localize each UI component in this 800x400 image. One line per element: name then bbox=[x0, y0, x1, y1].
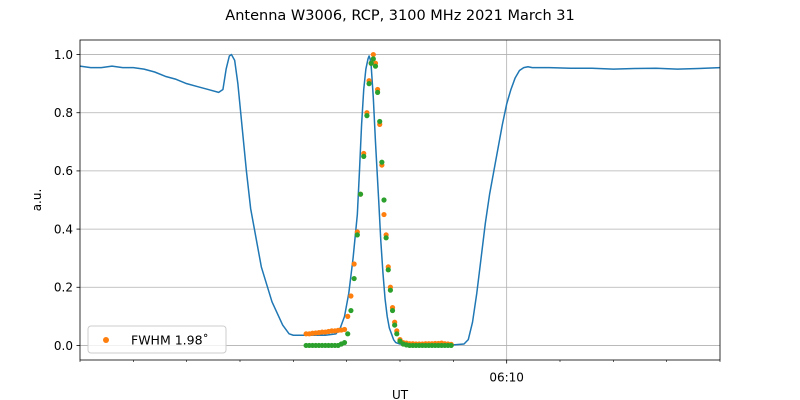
orange-point bbox=[341, 326, 348, 333]
legend: FWHM 1.98˚ bbox=[87, 325, 227, 354]
x-tick-label: 06:10 bbox=[489, 371, 524, 385]
green-point bbox=[387, 287, 393, 293]
green-point bbox=[375, 89, 381, 95]
green-point bbox=[377, 118, 383, 125]
green-point bbox=[351, 275, 357, 282]
green-point bbox=[394, 331, 400, 337]
x-axis-label: UT bbox=[392, 388, 409, 400]
legend-label: FWHM 1.98˚ bbox=[131, 333, 209, 348]
green-point bbox=[345, 331, 351, 337]
orange-point bbox=[381, 211, 387, 218]
y-axis-label: a.u. bbox=[30, 189, 44, 212]
green-point bbox=[364, 113, 370, 119]
y-tick-label: 0.8 bbox=[54, 106, 73, 120]
green-point bbox=[448, 342, 454, 349]
green-point bbox=[392, 322, 398, 328]
legend-box bbox=[87, 325, 227, 354]
green-point bbox=[372, 63, 379, 69]
orange-point bbox=[348, 293, 354, 299]
orange-point bbox=[345, 313, 351, 319]
green-point bbox=[341, 339, 348, 346]
y-tick-label: 1.0 bbox=[54, 48, 73, 62]
green-point bbox=[370, 56, 376, 62]
green-point bbox=[385, 267, 391, 273]
orange-point bbox=[351, 261, 357, 267]
y-tick-label: 0.4 bbox=[54, 222, 73, 236]
green-point bbox=[357, 191, 364, 197]
green-point bbox=[389, 307, 396, 314]
chart-title: Antenna W3006, RCP, 3100 MHz 2021 March … bbox=[225, 8, 574, 24]
legend-marker bbox=[103, 337, 109, 343]
axes-frame bbox=[79, 39, 721, 361]
y-tick-label: 0.2 bbox=[54, 281, 73, 295]
green-point bbox=[379, 159, 385, 165]
green-point bbox=[348, 307, 354, 314]
green-point bbox=[368, 60, 374, 66]
y-tick-label: 0.6 bbox=[54, 164, 73, 178]
grid bbox=[80, 40, 720, 360]
series-line bbox=[79, 53, 721, 346]
plot-area bbox=[79, 51, 721, 349]
axis-ticks: 0.0 0.2 0.4 0.6 0.8 1.0 06:10 bbox=[54, 48, 721, 385]
green-point bbox=[354, 232, 360, 238]
y-tick-label: 0.0 bbox=[54, 339, 73, 353]
green-point bbox=[366, 81, 372, 87]
orange-point bbox=[370, 51, 376, 58]
green-point bbox=[383, 235, 389, 241]
green-point bbox=[361, 153, 367, 159]
green-point bbox=[381, 197, 387, 203]
